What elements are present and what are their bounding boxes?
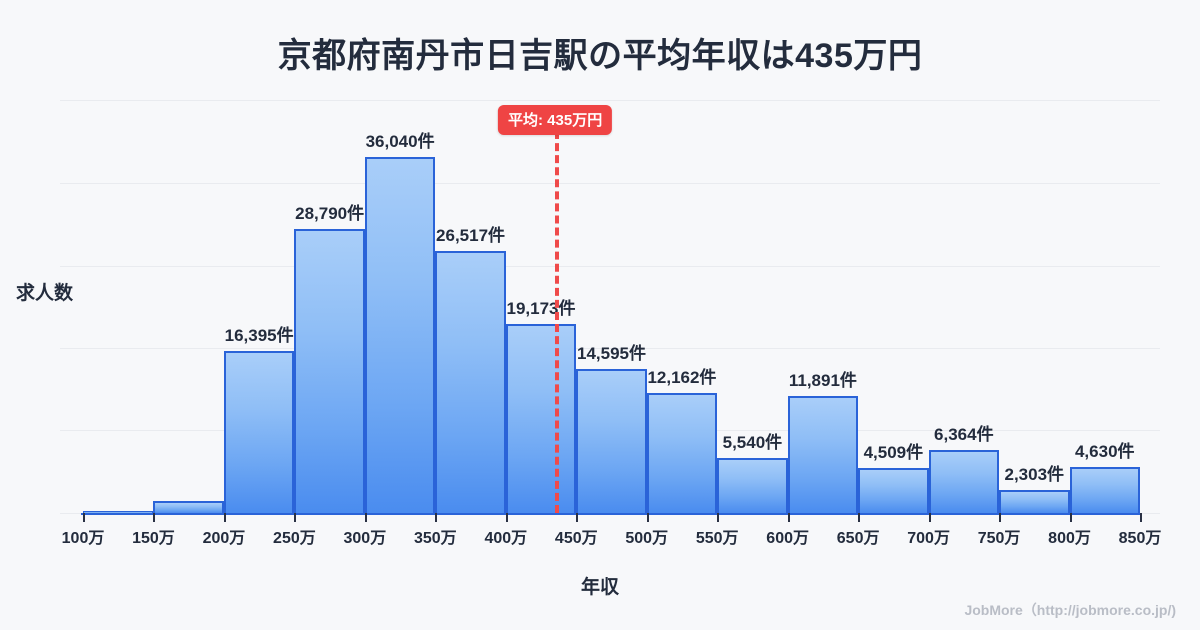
bar-value-label: 2,303件 xyxy=(1004,465,1065,485)
bar[interactable] xyxy=(928,450,1000,513)
bar-slot: 6,364件 xyxy=(928,100,1000,513)
bar-value-label: 16,395件 xyxy=(224,326,294,346)
bar-slot: 5,540件 xyxy=(717,100,788,513)
x-axis-tick-label: 350万 xyxy=(413,530,457,547)
bar-value-label: 36,040件 xyxy=(365,131,435,151)
x-axis-tick-label: 100万 xyxy=(61,530,105,547)
bar-series: 16,395件 28,790件 36,040件 26,517件 19,173件 14,59… xyxy=(83,100,1140,513)
x-axis-tick-label: 650万 xyxy=(836,530,880,547)
y-axis-title: 求人数 xyxy=(16,283,74,304)
bar-slot xyxy=(83,100,154,513)
gridline xyxy=(60,347,1160,349)
bar[interactable] xyxy=(646,392,718,513)
bar[interactable] xyxy=(435,251,506,513)
x-axis-tick xyxy=(928,513,931,522)
x-axis-tick xyxy=(153,513,156,522)
x-axis-line xyxy=(81,513,1142,515)
gridline xyxy=(60,182,1160,184)
x-axis-tick-label: 800万 xyxy=(1048,530,1091,547)
x-axis-tick-label: 400万 xyxy=(484,530,528,547)
bar-slot: 16,395件 xyxy=(223,100,295,513)
x-axis-tick-label: 850万 xyxy=(1118,530,1162,547)
bar-slot: 2,303件 xyxy=(999,100,1070,513)
x-axis-tick xyxy=(787,513,790,522)
bar-slot xyxy=(153,100,224,513)
bar-slot: 19,173件 xyxy=(505,100,577,513)
x-axis-tick-label: 700万 xyxy=(907,530,950,547)
bar-value-label: 6,364件 xyxy=(934,425,994,445)
bar-slot: 12,162件 xyxy=(646,100,718,513)
bar[interactable] xyxy=(858,468,929,513)
watermark: JobMore（http://jobmore.co.jp/) xyxy=(964,602,1176,618)
x-axis-title: 年収 xyxy=(580,577,619,598)
bar[interactable] xyxy=(999,490,1070,513)
bar-value-label: 5,540件 xyxy=(722,433,783,453)
bar-value-label: 12,162件 xyxy=(647,367,717,387)
x-axis-tick xyxy=(223,513,226,522)
plot-area: 16,395件 28,790件 36,040件 26,517件 19,173件 14,59… xyxy=(60,100,1160,514)
page-title: 京都府南丹市日吉駅の平均年収は435万円 xyxy=(277,37,923,75)
x-axis-tick-label: 150万 xyxy=(132,530,175,547)
bar[interactable] xyxy=(153,501,224,513)
bar-value-label: 11,891件 xyxy=(788,370,857,390)
x-axis-tick xyxy=(858,513,861,522)
x-axis-tick xyxy=(505,513,508,522)
bar[interactable] xyxy=(717,458,788,513)
x-axis-tick-label: 250万 xyxy=(273,530,316,547)
x-axis-tick xyxy=(1140,513,1142,522)
x-axis-tick xyxy=(364,513,367,522)
x-axis-tick xyxy=(999,513,1002,522)
bar-slot: 4,509件 xyxy=(858,100,929,513)
bar-slot: 14,595件 xyxy=(576,100,647,513)
bar[interactable] xyxy=(576,368,647,513)
bar-value-label: 28,790件 xyxy=(295,203,365,223)
bar[interactable] xyxy=(294,228,365,513)
x-axis-tick-label: 750万 xyxy=(977,530,1021,547)
bar[interactable] xyxy=(505,323,577,513)
x-axis-tick-label: 600万 xyxy=(766,530,810,547)
gridline xyxy=(60,265,1160,267)
bar-slot: 4,630件 xyxy=(1069,100,1140,513)
bar-value-label: 14,595件 xyxy=(576,343,646,363)
x-axis-tick-label: 300万 xyxy=(343,530,387,547)
bar[interactable] xyxy=(1069,467,1140,513)
average-line xyxy=(555,131,560,513)
x-axis-tick-label: 500万 xyxy=(625,530,669,547)
x-axis-tick-label: 200万 xyxy=(202,530,246,547)
bar[interactable] xyxy=(787,395,859,513)
average-badge: 平均: 435万円 xyxy=(498,105,613,135)
bar-slot: 11,891件 xyxy=(787,100,859,513)
x-axis-tick xyxy=(576,513,579,522)
x-axis-tick xyxy=(83,513,85,522)
bar-slot: 28,790件 xyxy=(294,100,365,513)
bar-slot: 26,517件 xyxy=(435,100,506,513)
bar[interactable] xyxy=(83,511,154,513)
bar-value-label: 19,173件 xyxy=(506,298,576,318)
x-axis-tick xyxy=(1069,513,1072,522)
x-axis-tick-label: 450万 xyxy=(554,530,598,547)
x-axis-tick xyxy=(646,513,649,522)
bar[interactable] xyxy=(364,156,436,513)
bar[interactable] xyxy=(223,351,295,513)
bar-value-label: 4,630件 xyxy=(1074,442,1135,462)
x-axis-tick xyxy=(435,513,438,522)
x-axis-tick xyxy=(717,513,720,522)
gridline xyxy=(60,100,1160,101)
bar-value-label: 4,509件 xyxy=(863,443,924,463)
x-axis-tick-label: 550万 xyxy=(695,530,739,547)
x-axis-tick xyxy=(294,513,297,522)
bar-value-label: 26,517件 xyxy=(436,226,506,246)
bar-slot: 36,040件 xyxy=(364,100,436,513)
